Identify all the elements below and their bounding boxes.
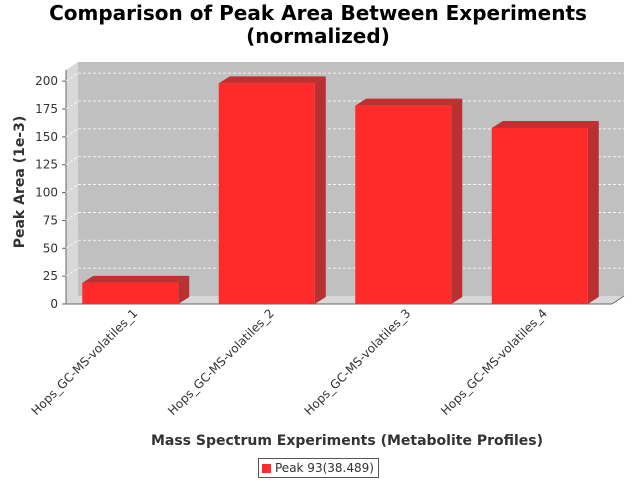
gridline-wall (65, 267, 79, 277)
x-tick-label: Hops_GC-MS-volatiles_4 (438, 306, 550, 418)
plot-back-wall (78, 62, 624, 296)
gridline-wall (65, 100, 79, 110)
x-tick-label: Hops_GC-MS-volatiles_1 (29, 306, 141, 418)
y-axis-ticks: 0 25 50 75 100 125 150 175 200 (35, 74, 66, 311)
legend-label: Peak 93(38.489) (275, 461, 374, 475)
x-tick-label: Hops_GC-MS-volatiles_3 (302, 306, 414, 418)
x-axis-ticks: Hops_GC-MS-volatiles_1 Hops_GC-MS-volatil… (29, 306, 550, 418)
gridline-wall (65, 184, 79, 193)
chart-title-line-1: Comparison of Peak Area Between Experime… (49, 1, 587, 25)
gridline-wall (65, 128, 79, 138)
bar (82, 275, 190, 304)
y-axis-label: Peak Area (1e-3) (12, 116, 28, 249)
y-tick-label: 200 (35, 74, 58, 88)
bar (491, 120, 599, 304)
bar-side (314, 76, 326, 304)
plot-left-wall (66, 62, 78, 304)
y-tick-label: 75 (43, 213, 58, 227)
x-tick-label: Hops_GC-MS-volatiles_2 (165, 306, 277, 418)
gridline-wall (65, 212, 79, 221)
y-tick-label: 50 (43, 241, 58, 255)
bar-top (355, 98, 463, 106)
bar-side (178, 275, 190, 304)
gridline-wall (65, 239, 79, 249)
floor-edge (611, 295, 625, 305)
bar-side (451, 98, 463, 305)
legend: Peak 93(38.489) (258, 458, 379, 478)
gridline-wall (65, 72, 79, 82)
bar-top (218, 76, 326, 84)
bar-face (355, 105, 452, 305)
y-tick-label: 125 (35, 158, 58, 172)
x-axis-label: Mass Spectrum Experiments (Metabolite Pr… (151, 433, 543, 449)
legend-swatch (262, 463, 271, 473)
bar-top (82, 275, 190, 283)
bars (82, 76, 599, 305)
y-tick-label: 175 (35, 102, 58, 116)
y-tick-label: 25 (43, 269, 58, 283)
gridline-wall (65, 156, 79, 166)
bar-face (82, 282, 179, 304)
bar (218, 76, 326, 304)
bar-top (491, 120, 599, 128)
bar (355, 98, 463, 305)
bar-face (218, 83, 315, 304)
y-tick-label: 150 (35, 130, 58, 144)
bar-face (491, 127, 588, 304)
plot-floor (66, 296, 624, 304)
chart-title-line-2: (normalized) (246, 24, 390, 48)
y-tick-label: 100 (35, 186, 58, 200)
y-tick-label: 0 (50, 297, 58, 311)
bar-side (587, 120, 599, 304)
